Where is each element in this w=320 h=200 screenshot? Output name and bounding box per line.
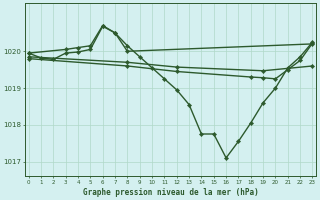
X-axis label: Graphe pression niveau de la mer (hPa): Graphe pression niveau de la mer (hPa) — [83, 188, 259, 197]
